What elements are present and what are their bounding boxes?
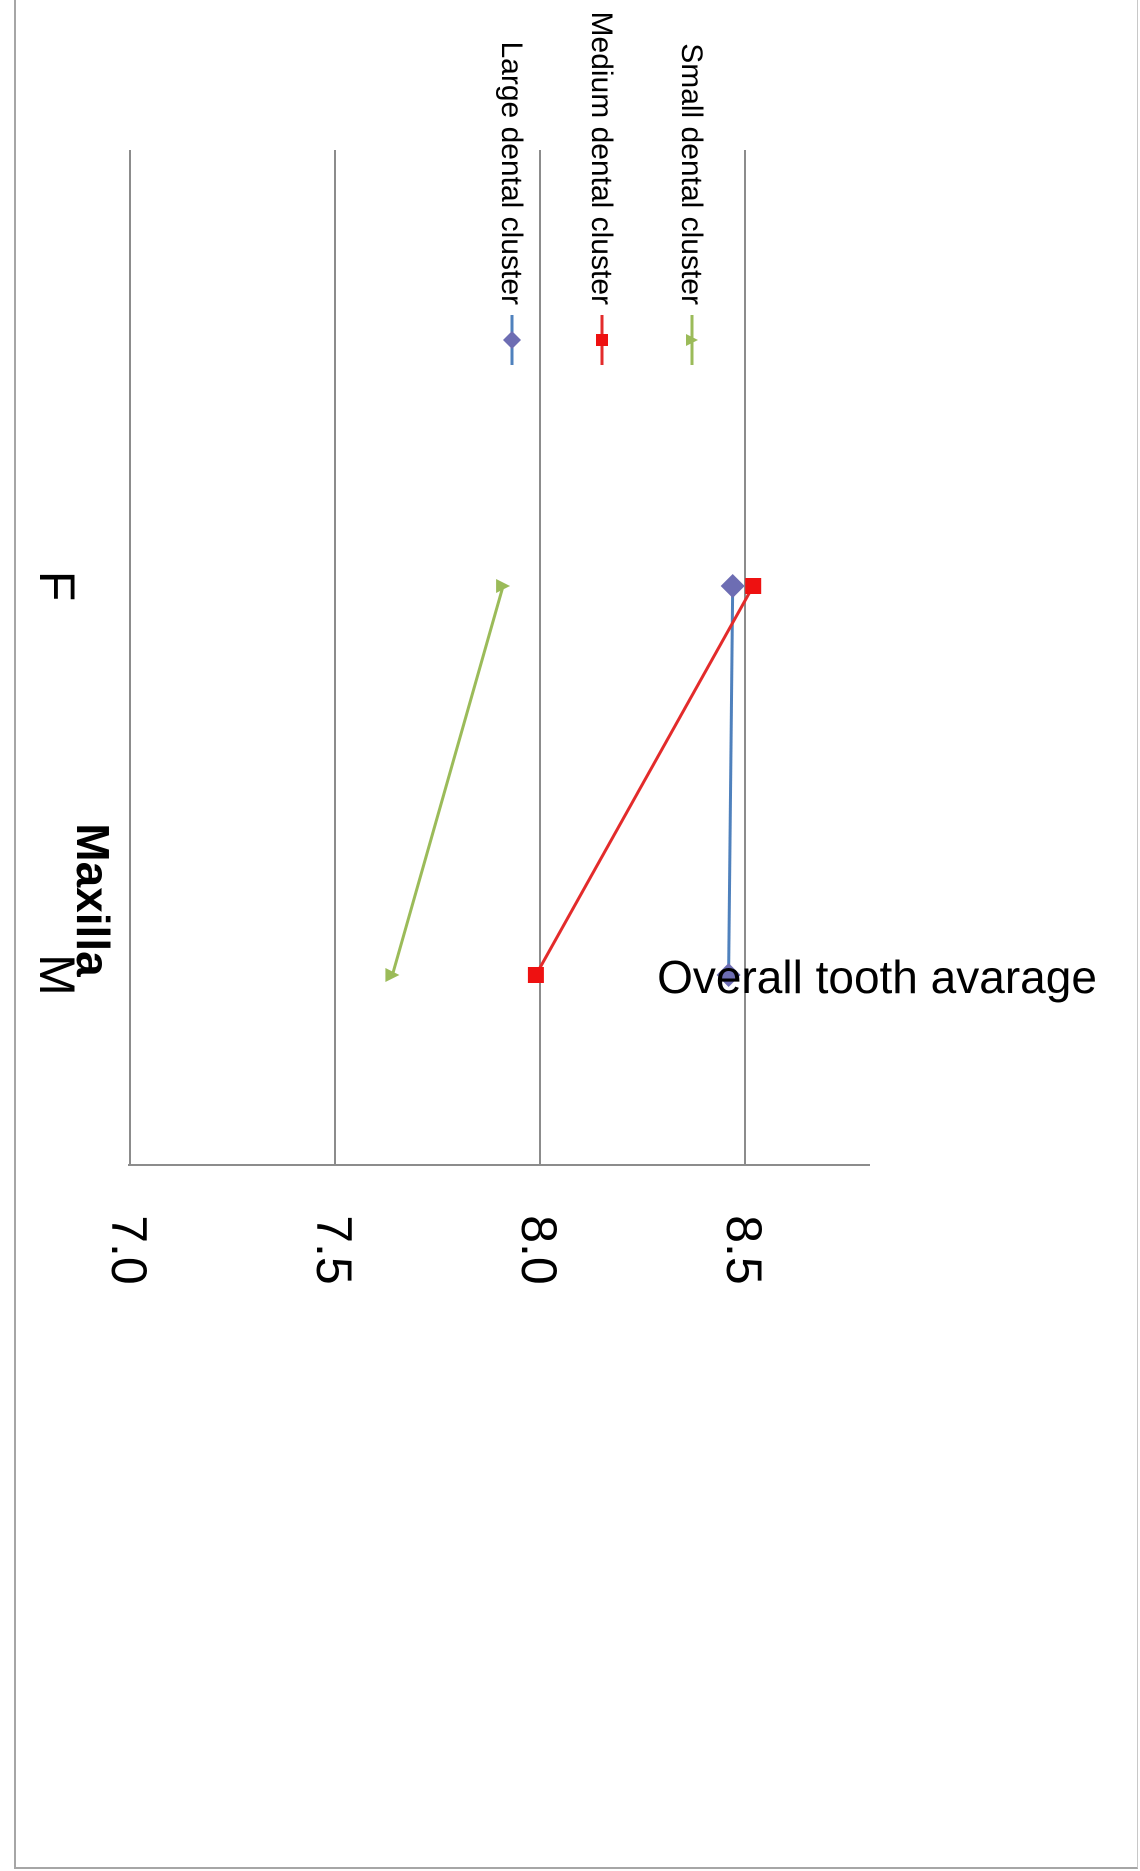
series-large-dental-cluster — [716, 574, 745, 987]
series-line — [727, 585, 735, 976]
y-tick-label: 7.5 — [306, 1215, 362, 1285]
y-tick-label: 8.0 — [511, 1215, 567, 1285]
gridlines — [334, 150, 746, 1165]
data-point — [720, 574, 745, 598]
data-point — [496, 579, 511, 593]
legend-label: Small dental cluster — [675, 43, 708, 305]
chart-title: Maxilla — [67, 823, 119, 977]
data-point — [385, 968, 400, 982]
data-point — [596, 334, 608, 346]
y-tick-labels: 8.5 8.0 7.5 7.0 — [101, 1215, 772, 1285]
data-point — [503, 331, 521, 349]
legend-item: Medium dental cluster — [585, 12, 618, 365]
legend: Large dental cluster Medium dental cluste… — [495, 12, 708, 365]
y-tick-label: 7.0 — [101, 1215, 157, 1285]
series-line — [390, 585, 505, 976]
legend-item: Small dental cluster — [675, 43, 708, 365]
legend-label: Large dental cluster — [495, 42, 528, 306]
legend-label: Medium dental cluster — [585, 12, 618, 305]
series-line — [534, 585, 755, 976]
x-tick-label: F — [29, 571, 85, 602]
data-point — [527, 967, 544, 983]
y-axis-label: Overall tooth avarage — [657, 951, 1097, 1003]
x-tick-label: M — [29, 954, 85, 996]
data-point — [745, 578, 762, 594]
x-tick-labels: MF — [29, 571, 85, 996]
series-small-dental-cluster — [385, 579, 511, 982]
chart-frame — [14, 0, 1138, 1869]
y-tick-label: 8.5 — [716, 1215, 772, 1285]
legend-item: Large dental cluster — [495, 42, 528, 365]
series-group — [385, 574, 762, 987]
series-medium-dental-cluster — [527, 578, 762, 983]
data-point — [686, 334, 698, 346]
